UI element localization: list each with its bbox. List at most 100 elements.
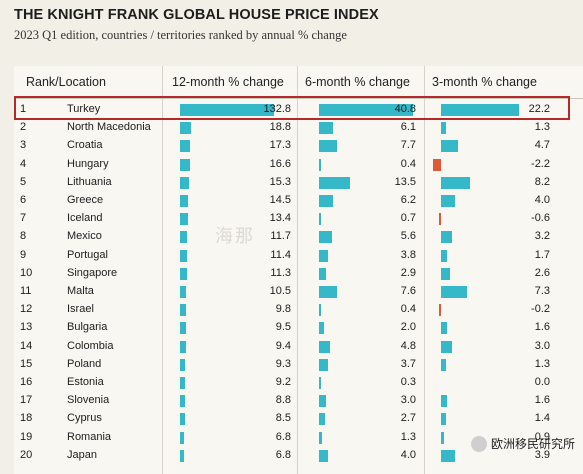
value-m3: 1.4 (534, 412, 550, 425)
table-row: 8 Mexico 11.7 5.6 3.2 (14, 228, 583, 246)
bar-m6 (319, 195, 334, 207)
bar-m12 (180, 104, 274, 116)
table-row: 7 Iceland 13.4 0.7 -0.6 (14, 210, 583, 228)
rank-cell: 17 (20, 394, 33, 407)
bar-m6 (319, 395, 326, 408)
value-m12: 18.8 (269, 121, 291, 134)
value-m6: 7.7 (400, 139, 416, 152)
watermark-text: 海那 (215, 226, 255, 246)
bar-m12 (180, 377, 186, 389)
bar-m12 (180, 286, 187, 298)
location-cell: Romania (67, 430, 112, 443)
value-m6: 0.4 (400, 303, 416, 316)
value-m3: 1.7 (534, 248, 550, 261)
value-m3: 22.2 (528, 103, 550, 115)
value-m12: 11.3 (270, 266, 291, 279)
rank-cell: 11 (20, 285, 32, 297)
value-m3: -0.6 (531, 212, 550, 225)
table-row: 18 Cyprus 8.5 2.7 1.4 (14, 410, 583, 428)
wechat-icon (470, 435, 487, 452)
rank-cell: 5 (20, 175, 27, 188)
column-separator (424, 66, 425, 474)
bar-m3 (441, 358, 446, 371)
value-m12: 8.5 (275, 412, 291, 425)
value-m12: 6.8 (275, 430, 291, 443)
bar-m6 (319, 377, 321, 389)
bar-m12 (180, 431, 184, 444)
location-cell: Croatia (67, 139, 103, 152)
value-m6: 5.6 (400, 230, 416, 243)
value-m12: 15.3 (269, 175, 291, 188)
bar-m12 (180, 249, 187, 262)
bar-m3 (438, 213, 441, 226)
value-m3: 1.6 (534, 321, 550, 334)
value-m6: 0.4 (400, 157, 416, 170)
column-separator (162, 66, 163, 474)
rank-cell: 2 (20, 121, 27, 134)
rank-cell: 3 (20, 139, 27, 152)
value-m3: -2.2 (531, 157, 550, 170)
bar-m12 (180, 358, 186, 371)
bar-m6 (319, 122, 334, 135)
table-row: 9 Portugal 11.4 3.8 1.7 (14, 247, 583, 265)
value-m6: 2.7 (400, 412, 416, 425)
value-m12: 11.7 (270, 230, 291, 243)
bar-m12 (180, 195, 189, 207)
bar-m12 (180, 413, 185, 426)
location-cell: Greece (67, 194, 104, 206)
bar-m3 (441, 395, 447, 408)
value-m12: 9.3 (275, 357, 291, 370)
data-table: Rank/Location 12-month % change 6-month … (14, 66, 583, 474)
bar-m3 (439, 304, 441, 317)
value-m12: 132.8 (263, 103, 291, 115)
value-m3: 3.9 (534, 448, 550, 461)
value-m12: 14.5 (269, 194, 291, 206)
rank-cell: 6 (20, 194, 27, 206)
rank-cell: 13 (20, 321, 33, 334)
bar-m6 (319, 413, 326, 426)
bar-m12 (180, 213, 188, 226)
value-m6: 13.5 (394, 175, 416, 188)
value-m12: 9.4 (275, 339, 291, 352)
table-row: 15 Poland 9.3 3.7 1.3 (14, 356, 583, 374)
location-cell: Mexico (67, 230, 102, 243)
bar-m6 (319, 286, 337, 298)
value-m12: 8.8 (275, 394, 291, 407)
bar-m12 (180, 267, 187, 280)
bar-m12 (180, 176, 189, 189)
value-m12: 9.2 (275, 376, 291, 388)
rank-cell: 8 (20, 230, 27, 243)
value-m12: 11.4 (270, 248, 291, 261)
bar-m3 (441, 267, 451, 280)
value-m3: 3.0 (534, 339, 550, 352)
value-m6: 2.9 (400, 266, 416, 279)
table-row: 12 Israel 9.8 0.4 -0.2 (14, 301, 583, 319)
location-cell: Israel (67, 303, 94, 316)
table-row: 14 Colombia 9.4 4.8 3.0 (14, 338, 583, 356)
value-m3: 1.6 (534, 394, 550, 407)
bar-m6 (319, 176, 351, 189)
value-m6: 0.3 (400, 376, 416, 388)
rank-cell: 16 (20, 376, 33, 388)
bar-m3 (441, 249, 447, 262)
rank-cell: 9 (20, 248, 27, 261)
table-row: 20 Japan 6.8 4.0 3.9 (14, 447, 583, 465)
bar-m6 (319, 449, 329, 462)
chart-title: THE KNIGHT FRANK GLOBAL HOUSE PRICE INDE… (14, 7, 379, 23)
value-m3: 7.3 (534, 285, 550, 297)
bar-m3 (441, 176, 470, 189)
table-row: 19 Romania 6.8 1.3 0.9 (14, 429, 583, 447)
value-m12: 6.8 (275, 448, 291, 461)
bar-m6 (319, 322, 324, 335)
rank-cell: 7 (20, 212, 27, 225)
location-cell: Cyprus (67, 412, 102, 425)
table-row: 16 Estonia 9.2 0.3 0.0 (14, 374, 583, 392)
bar-m12 (180, 122, 191, 135)
table-header: Rank/Location 12-month % change 6-month … (14, 66, 583, 99)
value-m12: 17.3 (269, 139, 291, 152)
value-m3: 2.6 (534, 266, 550, 279)
bar-m6 (319, 340, 331, 353)
bar-m3 (441, 413, 446, 426)
rank-cell: 14 (20, 339, 33, 352)
source-badge-text: 欧洲移民研究所 (490, 437, 575, 451)
